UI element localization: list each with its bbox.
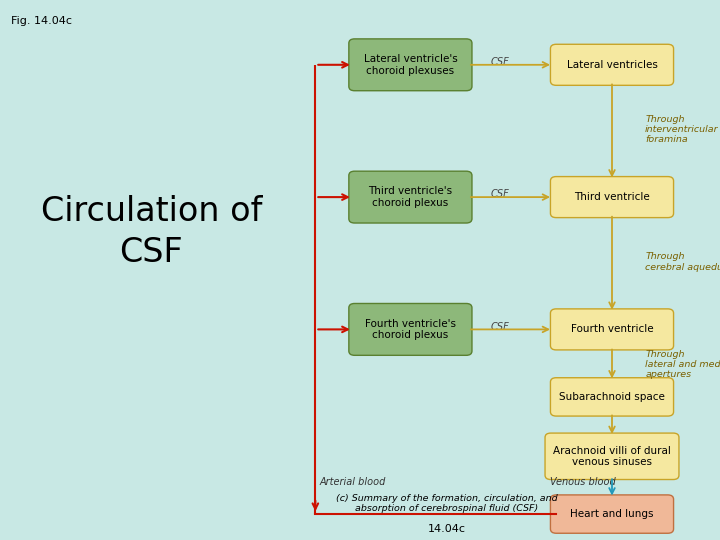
FancyBboxPatch shape <box>348 39 472 91</box>
Text: CSF: CSF <box>491 322 510 332</box>
Text: (c) Summary of the formation, circulation, and
absorption of cerebrospinal fluid: (c) Summary of the formation, circulatio… <box>336 494 557 513</box>
Text: Circulation of
CSF: Circulation of CSF <box>40 195 262 269</box>
FancyBboxPatch shape <box>348 303 472 355</box>
Text: CSF: CSF <box>491 57 510 67</box>
Text: Through
lateral and median
apertures: Through lateral and median apertures <box>645 349 720 380</box>
Text: Lateral ventricles: Lateral ventricles <box>567 60 657 70</box>
Text: Fourth ventricle's
choroid plexus: Fourth ventricle's choroid plexus <box>365 319 456 340</box>
FancyBboxPatch shape <box>550 378 674 416</box>
Text: Third ventricle: Third ventricle <box>574 192 650 202</box>
Text: Fourth ventricle: Fourth ventricle <box>571 325 653 334</box>
FancyBboxPatch shape <box>348 171 472 223</box>
Text: Lateral ventricle's
choroid plexuses: Lateral ventricle's choroid plexuses <box>364 54 457 76</box>
FancyBboxPatch shape <box>550 495 674 534</box>
Text: 14.04c: 14.04c <box>428 524 465 534</box>
FancyBboxPatch shape <box>550 177 674 218</box>
Text: Venous blood: Venous blood <box>550 477 616 487</box>
Text: Heart and lungs: Heart and lungs <box>570 509 654 519</box>
Text: CSF: CSF <box>491 190 510 199</box>
FancyBboxPatch shape <box>545 433 679 480</box>
Text: Arachnoid villi of dural
venous sinuses: Arachnoid villi of dural venous sinuses <box>553 446 671 467</box>
Text: Fig. 14.04c: Fig. 14.04c <box>11 16 72 26</box>
FancyBboxPatch shape <box>550 309 674 350</box>
Text: Through
cerebral aqueduct: Through cerebral aqueduct <box>645 252 720 272</box>
Text: Third ventricle's
choroid plexus: Third ventricle's choroid plexus <box>369 186 452 208</box>
FancyBboxPatch shape <box>550 44 674 85</box>
Text: Through
interventricular
foramina: Through interventricular foramina <box>645 114 719 145</box>
Text: Subarachnoid space: Subarachnoid space <box>559 392 665 402</box>
Text: Arterial blood: Arterial blood <box>320 477 386 487</box>
